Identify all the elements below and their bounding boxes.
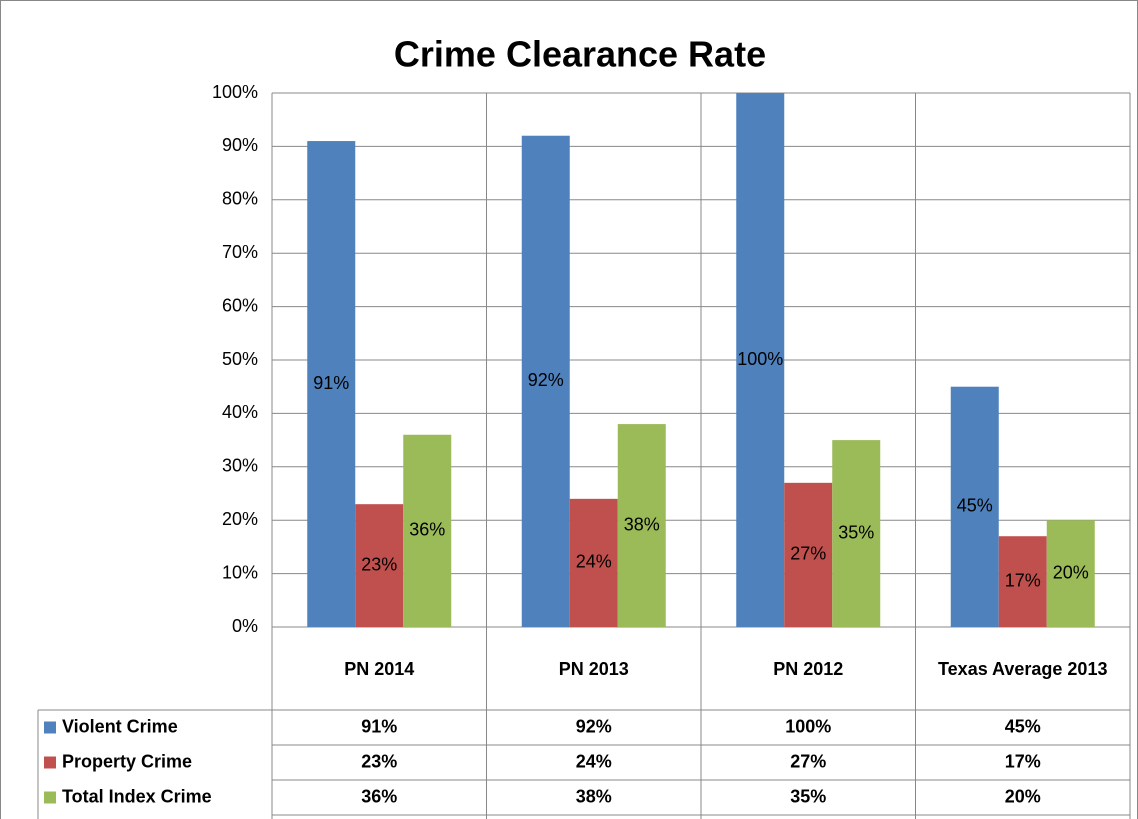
y-tick-label: 80% bbox=[222, 189, 258, 209]
bar bbox=[950, 386, 999, 627]
chart-title: Crime Clearance Rate bbox=[394, 34, 766, 75]
bar bbox=[784, 482, 833, 627]
bar bbox=[1046, 520, 1095, 627]
data-label: 38% bbox=[624, 514, 660, 534]
legend-label: Violent Crime bbox=[62, 716, 178, 736]
x-tick-label: PN 2012 bbox=[773, 658, 844, 679]
data-label: 17% bbox=[1005, 570, 1041, 590]
data-label: 24% bbox=[576, 552, 612, 572]
data-label: 35% bbox=[838, 522, 874, 542]
legend-label: Total Index Crime bbox=[62, 786, 212, 806]
bar bbox=[832, 440, 881, 627]
legend-label: Property Crime bbox=[62, 751, 192, 771]
data-label: 91% bbox=[313, 373, 349, 393]
legend-key bbox=[44, 791, 56, 804]
bar bbox=[998, 536, 1047, 627]
x-tick-label-box: Texas Average 2013 bbox=[938, 658, 1108, 679]
data-label: 23% bbox=[361, 554, 397, 574]
data-label: 20% bbox=[1053, 562, 1089, 582]
bar bbox=[617, 424, 666, 627]
bar bbox=[403, 434, 452, 627]
y-tick-label: 60% bbox=[222, 295, 258, 315]
data-label: 36% bbox=[409, 520, 445, 540]
y-tick-label: 0% bbox=[232, 616, 258, 636]
table-cell: 38% bbox=[576, 786, 612, 806]
table-cell: 20% bbox=[1005, 786, 1041, 806]
data-label: 27% bbox=[790, 544, 826, 564]
table-cell: 24% bbox=[576, 751, 612, 771]
table-cell: 23% bbox=[361, 751, 397, 771]
y-tick-label: 90% bbox=[222, 135, 258, 155]
x-tick-label: PN 2013 bbox=[558, 658, 629, 679]
x-tick-label: PN 2014 bbox=[344, 658, 415, 679]
data-label: 45% bbox=[957, 496, 993, 516]
table-cell: 91% bbox=[361, 716, 397, 736]
y-tick-label: 20% bbox=[222, 509, 258, 529]
x-tick-label-box: PN 2013 bbox=[558, 658, 629, 679]
table-cell: 17% bbox=[1005, 751, 1041, 771]
table-cell: 100% bbox=[785, 716, 831, 736]
y-tick-label: 40% bbox=[222, 402, 258, 422]
bar bbox=[521, 135, 570, 627]
y-tick-label: 10% bbox=[222, 562, 258, 582]
table-cell: 45% bbox=[1005, 716, 1041, 736]
legend-key bbox=[44, 721, 56, 734]
table-cell: 35% bbox=[790, 786, 826, 806]
y-tick-label: 30% bbox=[222, 456, 258, 476]
y-tick-label: 70% bbox=[222, 242, 258, 262]
table-cell: 27% bbox=[790, 751, 826, 771]
y-tick-label: 100% bbox=[212, 82, 258, 102]
table-cell: 92% bbox=[576, 716, 612, 736]
bar bbox=[736, 93, 785, 627]
data-label: 92% bbox=[528, 370, 564, 390]
x-tick-label: Texas Average 2013 bbox=[938, 658, 1108, 679]
data-label: 100% bbox=[737, 349, 783, 369]
bar bbox=[307, 141, 356, 627]
bar bbox=[355, 504, 404, 627]
legend-key bbox=[44, 756, 56, 769]
table-cell: 36% bbox=[361, 786, 397, 806]
x-tick-label-box: PN 2012 bbox=[773, 658, 844, 679]
bar bbox=[569, 498, 618, 627]
y-tick-label: 50% bbox=[222, 349, 258, 369]
x-tick-label-box: PN 2014 bbox=[344, 658, 415, 679]
